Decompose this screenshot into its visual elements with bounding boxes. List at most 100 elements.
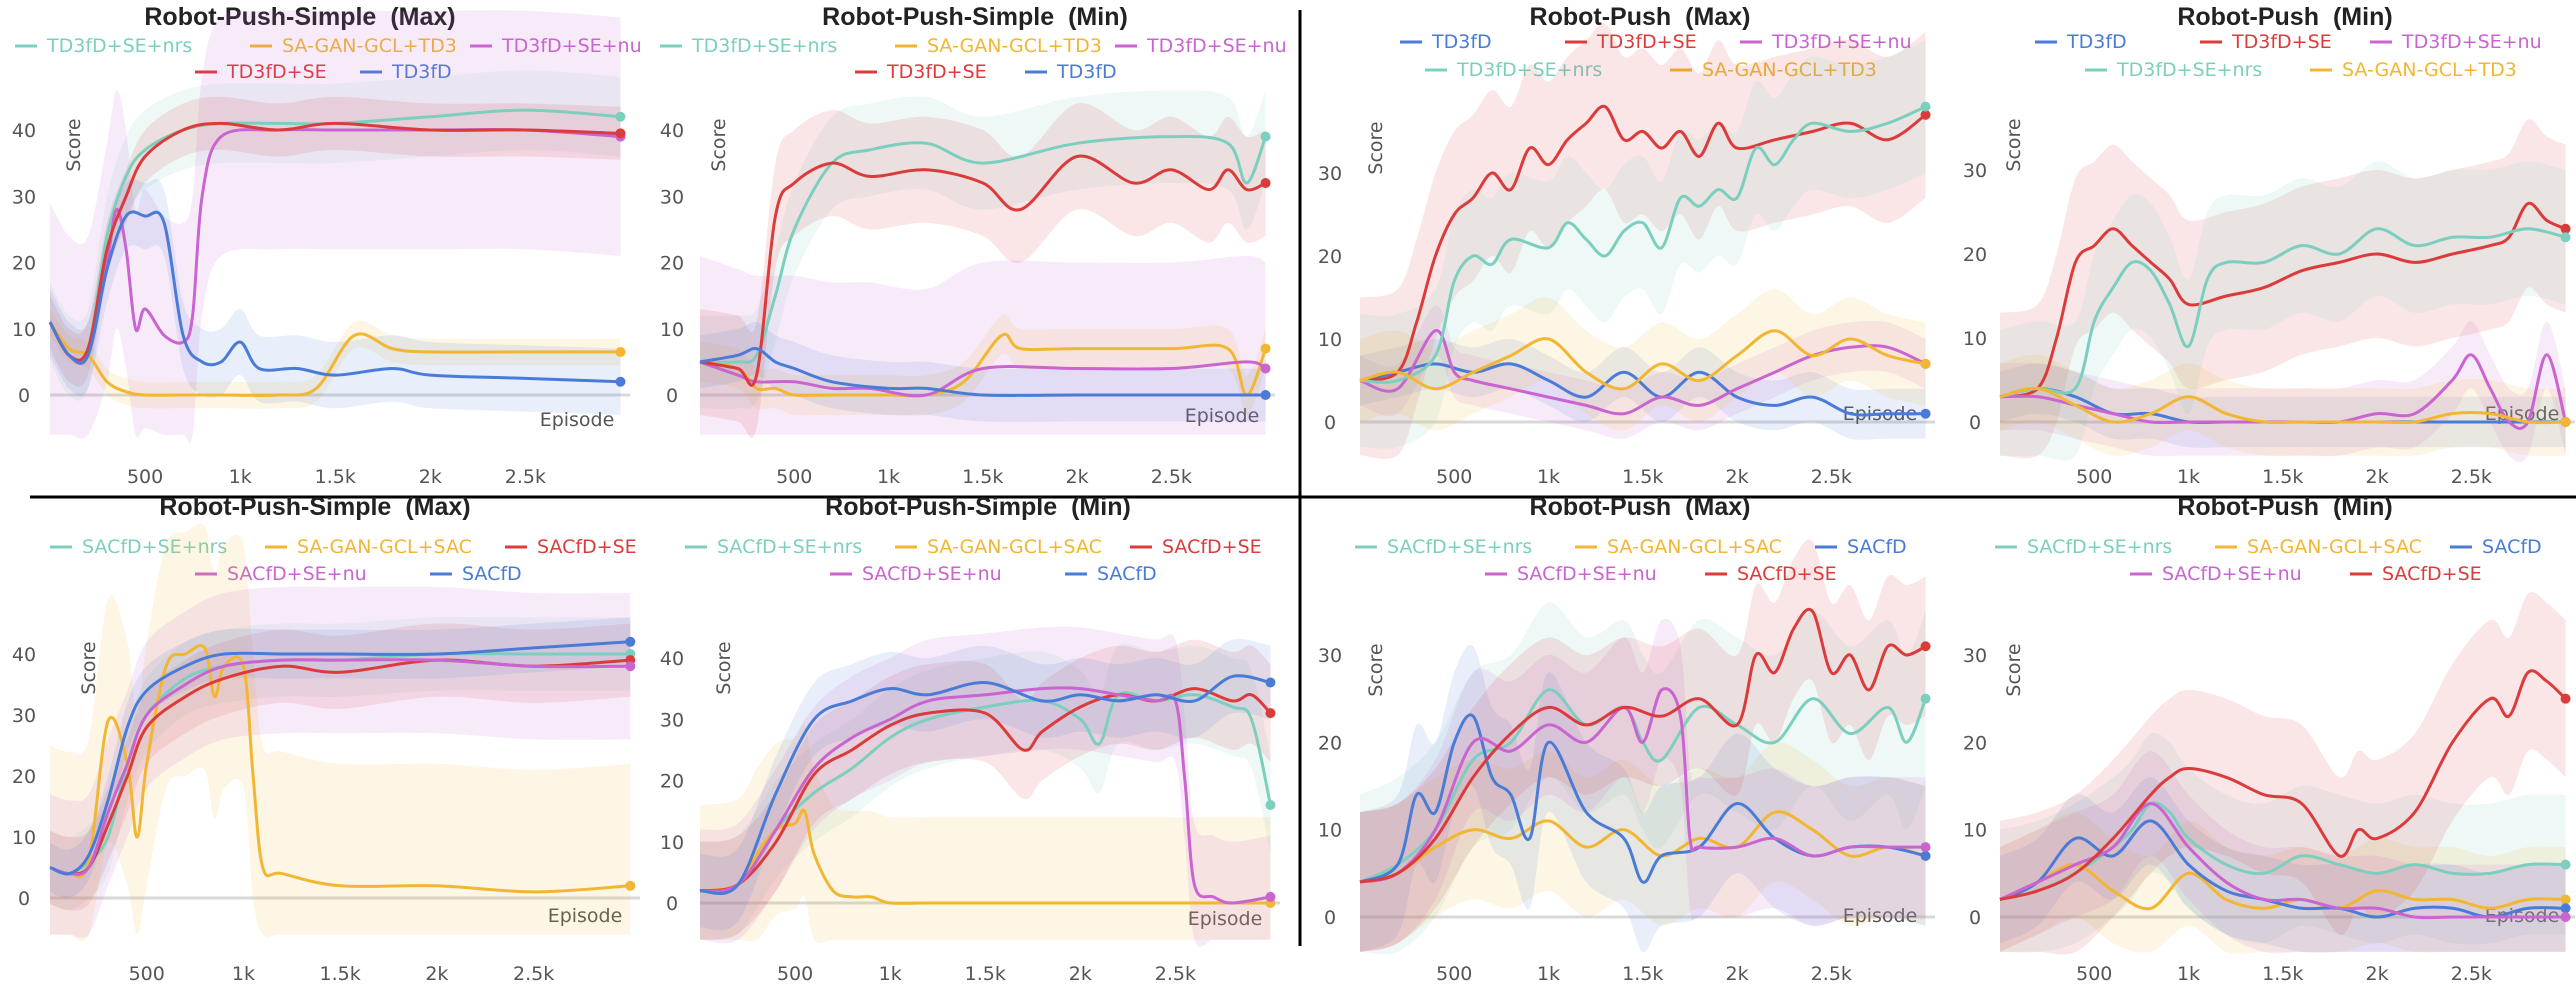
- legend-item[interactable]: SACfD+SE: [1705, 563, 1837, 585]
- legend-item[interactable]: SACfD+SE+nrs: [1995, 536, 2172, 558]
- y-tick-label: 20: [1963, 732, 1987, 754]
- chart-title-tag: (Max): [405, 493, 470, 521]
- legend-item[interactable]: SA-GAN-GCL+SAC: [1575, 536, 1782, 558]
- series-line[interactable]: [699, 808, 1271, 905]
- series-end-point: [1260, 343, 1271, 354]
- legend-item[interactable]: TD3fD+SE: [855, 61, 987, 83]
- legend-item[interactable]: TD3fD+SE: [1565, 31, 1697, 53]
- series-end-point: [1265, 891, 1276, 902]
- series-line[interactable]: [699, 154, 1267, 387]
- series-end-point: [1920, 693, 1931, 704]
- legend-item[interactable]: SACfD+SE+nu: [195, 563, 367, 585]
- legend-item[interactable]: SACfD+SE+nrs: [685, 536, 862, 558]
- x-tick-label: 500: [129, 963, 165, 985]
- legend-item[interactable]: SA-GAN-GCL+SAC: [265, 536, 472, 558]
- legend-label: SA-GAN-GCL+SAC: [927, 536, 1102, 558]
- legend-item[interactable]: TD3fD+SE: [195, 61, 327, 83]
- legend-item[interactable]: SACfD: [1065, 563, 1157, 585]
- x-tick-label: 1.5k: [1622, 466, 1663, 488]
- legend-item[interactable]: SA-GAN-GCL+SAC: [895, 536, 1102, 558]
- legend-item[interactable]: SA-GAN-GCL+TD3: [250, 35, 457, 57]
- series-line[interactable]: [1999, 227, 2566, 399]
- legend-item[interactable]: SACfD+SE: [1130, 536, 1262, 558]
- x-tick-label: 2.5k: [513, 963, 554, 985]
- y-tick-label: 30: [12, 186, 36, 208]
- series-line[interactable]: [1359, 687, 1926, 884]
- x-axis-label: Episode: [540, 409, 615, 431]
- series-line[interactable]: [1359, 329, 1926, 391]
- series-line[interactable]: [49, 640, 631, 876]
- legend-item[interactable]: TD3fD+SE+nu: [2370, 31, 2542, 53]
- legend-item[interactable]: TD3fD+SE+nrs: [15, 35, 192, 57]
- series-line[interactable]: [48, 121, 621, 362]
- legend-item[interactable]: SA-GAN-GCL+TD3: [1670, 59, 1877, 81]
- series-line[interactable]: [1999, 201, 2567, 399]
- series-line[interactable]: [699, 346, 1266, 397]
- x-tick-label: 1.5k: [1622, 963, 1663, 985]
- legend-item[interactable]: SACfD+SE+nu: [2130, 563, 2302, 585]
- chart-title-main: Robot-Push: [2177, 3, 2319, 31]
- series-band: [700, 321, 1266, 422]
- y-tick-label: 20: [1963, 244, 1987, 266]
- legend-item[interactable]: SACfD: [1815, 536, 1907, 558]
- series-line[interactable]: [1359, 608, 1927, 884]
- series-line[interactable]: [49, 658, 631, 876]
- series-line[interactable]: [699, 686, 1271, 905]
- y-tick-label: 10: [12, 319, 36, 341]
- x-tick-label: 1k: [229, 466, 252, 488]
- legend-label: SACfD+SE+nrs: [717, 536, 862, 558]
- series-line[interactable]: [1999, 386, 2566, 425]
- legend-item[interactable]: TD3fD: [1025, 61, 1117, 83]
- series-line[interactable]: [1359, 713, 1926, 884]
- x-tick-label: 2k: [419, 466, 442, 488]
- y-tick-label: 20: [12, 253, 36, 275]
- legend-item[interactable]: TD3fD: [360, 61, 452, 83]
- series-line[interactable]: [699, 687, 1272, 893]
- chart-title-main: Robot-Push-Simple: [144, 3, 376, 31]
- x-tick-label: 2k: [1066, 466, 1089, 488]
- y-tick-label: 10: [1318, 820, 1342, 842]
- series-band: [700, 314, 1266, 416]
- legend-item[interactable]: SACfD+SE+nrs: [50, 536, 227, 558]
- series-line[interactable]: [48, 321, 621, 397]
- legend-item[interactable]: SACfD+SE+nu: [1485, 563, 1657, 585]
- legend-item[interactable]: SACfD: [2450, 536, 2542, 558]
- series-line[interactable]: [1359, 104, 1927, 382]
- legend-item[interactable]: TD3fD+SE+nu: [470, 35, 642, 57]
- legend-item[interactable]: SACfD+SE: [2350, 563, 2482, 585]
- legend-label: SACfD+SE+nu: [1517, 563, 1657, 585]
- legend-item[interactable]: TD3fD+SE+nrs: [660, 35, 837, 57]
- series-end-point: [2560, 912, 2571, 922]
- legend-item[interactable]: SA-GAN-GCL+SAC: [2215, 536, 2422, 558]
- series-line[interactable]: [1359, 688, 1927, 884]
- legend-item[interactable]: TD3fD+SE: [2200, 31, 2332, 53]
- legend-item[interactable]: SACfD: [430, 563, 522, 585]
- x-tick-label: 2k: [1069, 963, 1092, 985]
- legend-item[interactable]: TD3fD+SE+nrs: [2085, 59, 2262, 81]
- x-tick-label: 2k: [1726, 963, 1749, 985]
- series-line[interactable]: [1359, 810, 1926, 884]
- x-tick-label: 1k: [232, 963, 255, 985]
- series-line[interactable]: [1999, 669, 2567, 901]
- legend-item[interactable]: TD3fD+SE+nrs: [1425, 59, 1602, 81]
- y-tick-label: 0: [18, 888, 30, 910]
- x-axis-label: Episode: [548, 905, 623, 927]
- y-tick-label: 0: [1969, 412, 1981, 434]
- series-line[interactable]: [699, 360, 1267, 398]
- legend-item[interactable]: TD3fD+SE+nu: [1115, 35, 1287, 57]
- legend-item[interactable]: SA-GAN-GCL+TD3: [895, 35, 1102, 57]
- legend-item[interactable]: SACfD+SE+nrs: [1355, 536, 1532, 558]
- series-line[interactable]: [699, 332, 1268, 398]
- series-line[interactable]: [699, 674, 1271, 895]
- series-line[interactable]: [48, 210, 621, 384]
- chart-title-tag: (Min): [1068, 3, 1128, 31]
- legend-item[interactable]: SA-GAN-GCL+TD3: [2310, 59, 2517, 81]
- legend-item[interactable]: TD3fD+SE+nu: [1740, 31, 1912, 53]
- legend-item[interactable]: TD3fD: [2035, 31, 2127, 53]
- series-line[interactable]: [1999, 819, 2566, 919]
- legend-item[interactable]: TD3fD: [1400, 31, 1492, 53]
- legend-item[interactable]: SACfD+SE+nu: [830, 563, 1002, 585]
- series-line[interactable]: [1359, 105, 1927, 384]
- legend-item[interactable]: SACfD+SE: [505, 536, 637, 558]
- series-line[interactable]: [1359, 362, 1926, 417]
